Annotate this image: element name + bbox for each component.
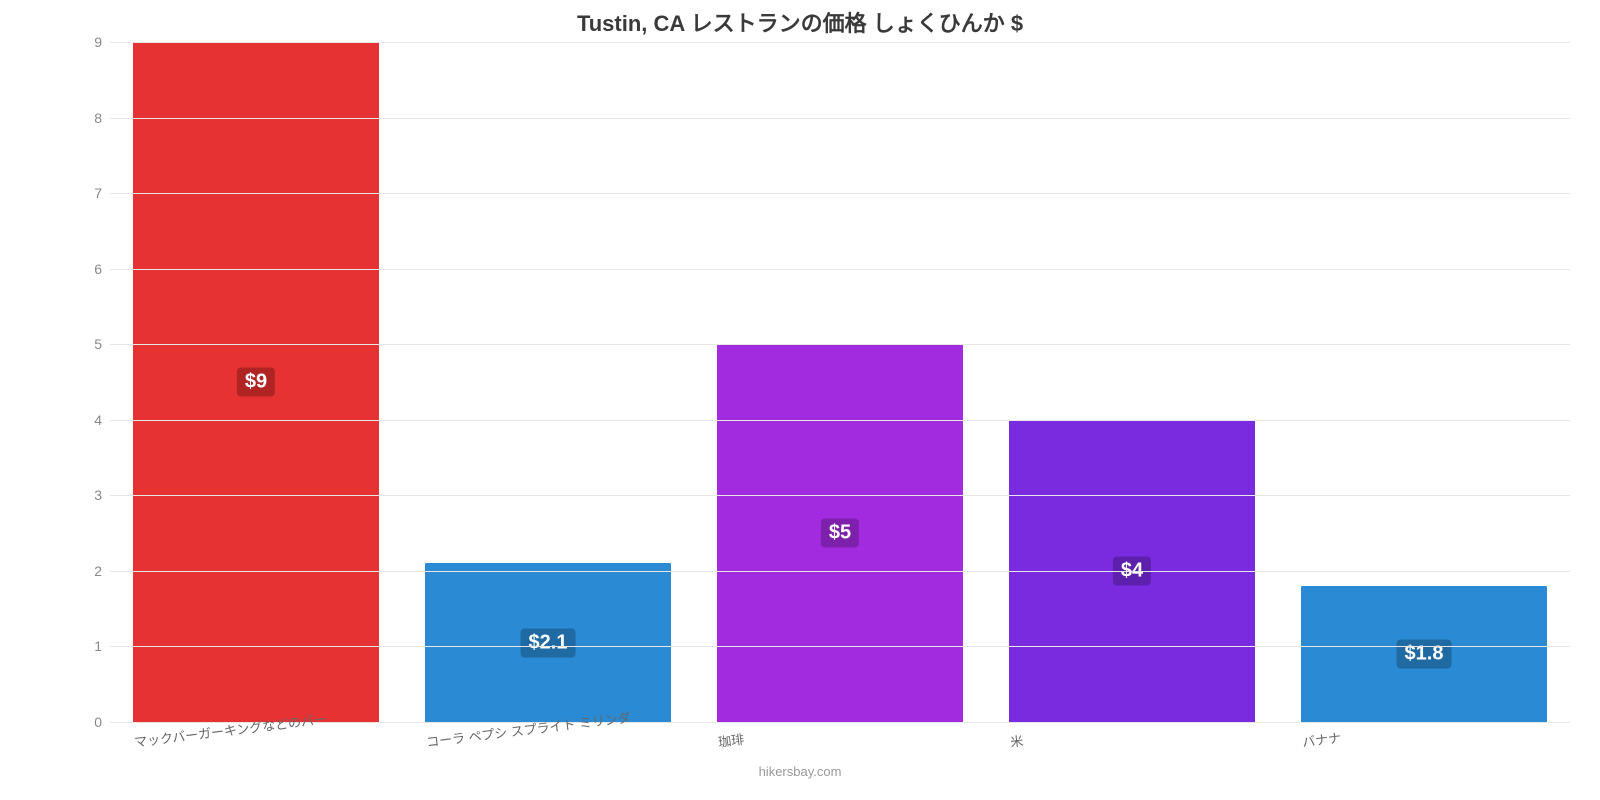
y-tick-label: 0 bbox=[94, 714, 110, 730]
y-tick-label: 5 bbox=[94, 336, 110, 352]
y-tick-label: 2 bbox=[94, 563, 110, 579]
grid-line bbox=[110, 420, 1570, 421]
bar: $5 bbox=[717, 344, 962, 722]
x-tick-label: 米 bbox=[1009, 730, 1024, 750]
grid-line bbox=[110, 269, 1570, 270]
price-bar-chart: Tustin, CA レストランの価格 しょくひんか $ $9$2.1$5$4$… bbox=[0, 0, 1600, 800]
bars-layer: $9$2.1$5$4$1.8 bbox=[110, 42, 1570, 722]
grid-line bbox=[110, 495, 1570, 496]
x-tick-label: バナナ bbox=[1301, 727, 1342, 751]
bar: $1.8 bbox=[1301, 586, 1546, 722]
bar: $9 bbox=[133, 42, 378, 722]
y-tick-label: 1 bbox=[94, 638, 110, 654]
y-tick-label: 3 bbox=[94, 487, 110, 503]
x-tick-label: 珈琲 bbox=[717, 729, 745, 751]
y-tick-label: 9 bbox=[94, 34, 110, 50]
grid-line bbox=[110, 344, 1570, 345]
chart-title: Tustin, CA レストランの価格 しょくひんか $ bbox=[0, 6, 1600, 38]
attribution-text: hikersbay.com bbox=[0, 764, 1600, 779]
bar-value-label: $1.8 bbox=[1397, 640, 1452, 669]
bar-value-label: $9 bbox=[237, 368, 275, 397]
bar-value-label: $5 bbox=[821, 519, 859, 548]
y-tick-label: 6 bbox=[94, 261, 110, 277]
plot-area: $9$2.1$5$4$1.8 0123456789マックバーガーキングなどのバー… bbox=[110, 42, 1570, 722]
grid-line bbox=[110, 42, 1570, 43]
y-tick-label: 7 bbox=[94, 185, 110, 201]
bar-value-label: $2.1 bbox=[521, 628, 576, 657]
grid-line bbox=[110, 646, 1570, 647]
grid-line bbox=[110, 722, 1570, 723]
y-tick-label: 8 bbox=[94, 110, 110, 126]
y-tick-label: 4 bbox=[94, 412, 110, 428]
grid-line bbox=[110, 118, 1570, 119]
grid-line bbox=[110, 193, 1570, 194]
bar: $2.1 bbox=[425, 563, 670, 722]
grid-line bbox=[110, 571, 1570, 572]
